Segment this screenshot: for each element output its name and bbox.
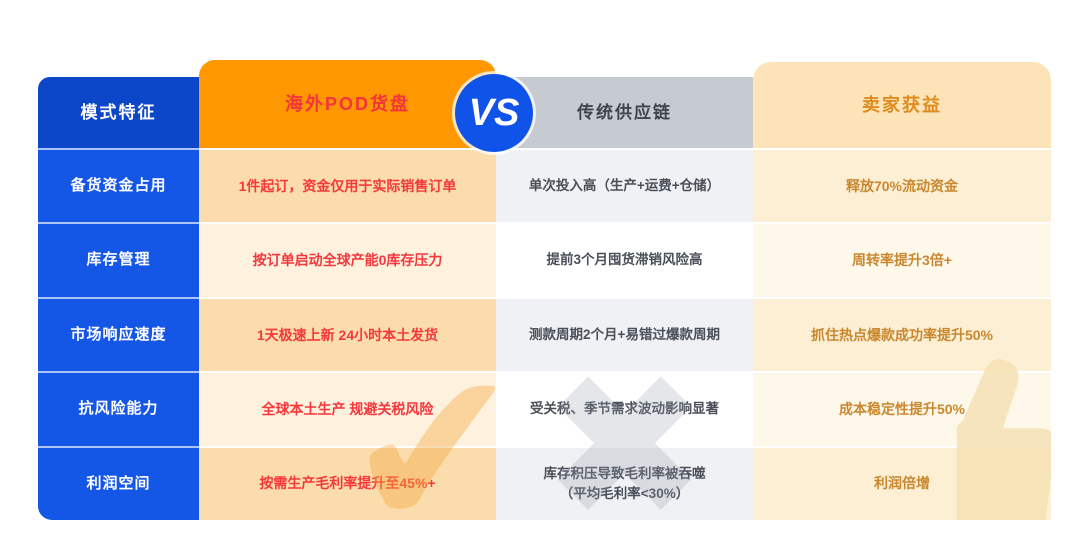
gains-cell-row-2: 周转率提升3倍+ [753,222,1051,297]
feature-label-row-1: 备货资金占用 [38,148,199,223]
gains-cell-row-3: 抓住热点爆款成功率提升50% [753,296,1051,372]
pod-cell-row-3: 1天极速上新 24小时本土发货 [199,296,496,372]
pod-cell-row-1: 1件起订，资金仅用于实际销售订单 [199,148,496,223]
pod-cell-row-5: 按需生产毛利率提升至45%+ [199,445,496,520]
feature-label-row-2: 库存管理 [38,222,199,297]
feature-column: 模式特征 备货资金占用 库存管理 市场响应速度 抗风险能力 利润空间 [38,77,199,520]
traditional-header: 传统供应链 [496,77,753,148]
gains-cell-row-5: 利润倍增 [753,445,1051,520]
gains-header: 卖家获益 [753,62,1051,148]
traditional-cell-row-1: 单次投入高（生产+运费+仓储） [496,148,753,223]
feature-label-row-5: 利润空间 [38,445,199,520]
gains-column: 卖家获益 释放70%流动资金 周转率提升3倍+ 抓住热点爆款成功率提升50% 成… [753,62,1051,520]
traditional-cell-row-2: 提前3个月囤货滞销风险高 [496,222,753,297]
feature-header: 模式特征 [38,77,199,148]
gains-cell-row-1: 释放70%流动资金 [753,148,1051,223]
traditional-cell-row-5: 库存积压导致毛利率被吞噬 （平均毛利率<30%） [496,445,753,520]
traditional-column: 传统供应链 单次投入高（生产+运费+仓储） 提前3个月囤货滞销风险高 测款周期2… [496,77,753,520]
vs-badge: VS [455,74,533,152]
gains-cell-row-4: 成本稳定性提升50% [753,371,1051,446]
feature-label-row-4: 抗风险能力 [38,371,199,446]
pod-cell-row-2: 按订单启动全球产能0库存压力 [199,222,496,297]
pod-header: 海外POD货盘 [199,60,496,148]
pod-cell-row-4: 全球本土生产 规避关税风险 [199,371,496,446]
pod-column: 海外POD货盘 1件起订，资金仅用于实际销售订单 按订单启动全球产能0库存压力 … [199,60,496,520]
traditional-cell-row-3: 测款周期2个月+易错过爆款周期 [496,296,753,372]
traditional-cell-row-4: 受关税、季节需求波动影响显著 [496,371,753,446]
feature-label-row-3: 市场响应速度 [38,296,199,372]
